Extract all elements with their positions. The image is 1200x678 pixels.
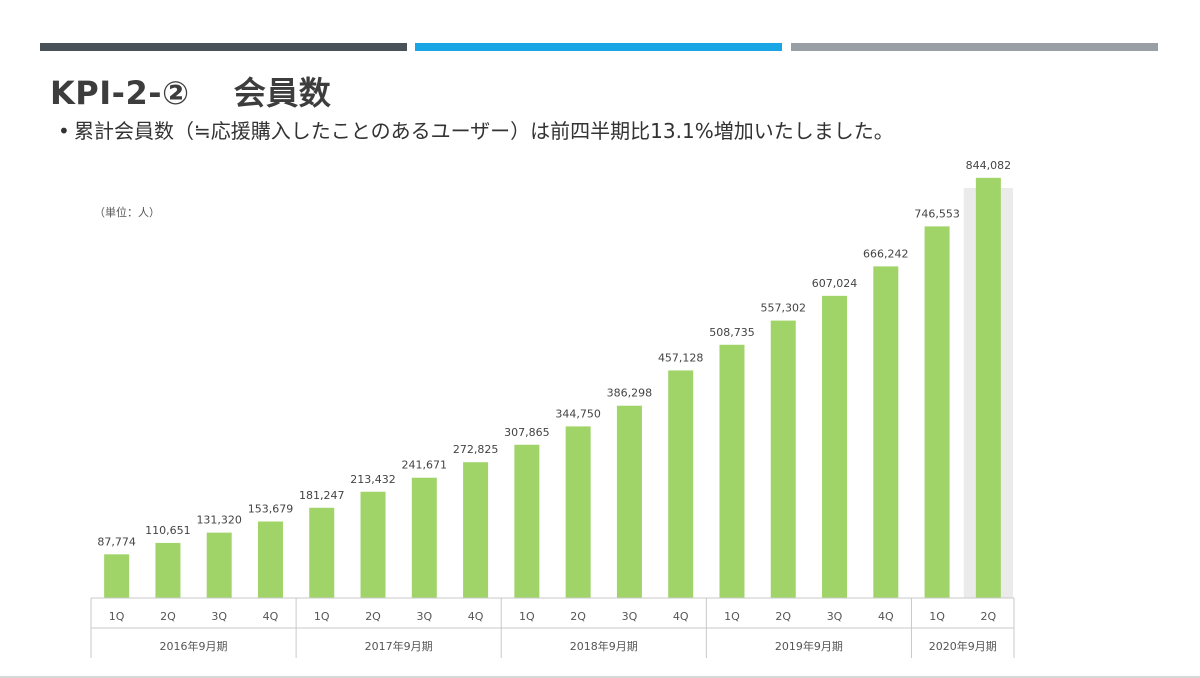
bullet-point: • 累計会員数（≒応援購入したことのあるユーザー）は前四半期比13.1%増加いた… (58, 117, 1048, 145)
bar (873, 266, 899, 598)
fiscal-year-label: 2017年9月期 (365, 639, 433, 653)
data-label: 307,865 (504, 426, 550, 439)
accent-bar-blue (415, 43, 782, 51)
data-label: 272,825 (453, 443, 499, 456)
x-tick-label: 3Q (416, 610, 432, 623)
fiscal-year-label: 2020年9月期 (929, 639, 997, 653)
x-tick-label: 4Q (878, 610, 894, 623)
bar (822, 295, 848, 598)
accent-bar-dark (40, 43, 407, 51)
bar (411, 477, 437, 598)
bar (616, 405, 642, 598)
bar (770, 320, 796, 598)
x-tick-label: 1Q (109, 610, 125, 623)
x-tick-label: 3Q (211, 610, 227, 623)
fiscal-year-label: 2019年9月期 (775, 639, 843, 653)
data-label: 844,082 (966, 159, 1012, 172)
fiscal-year-label: 2018年9月期 (570, 639, 638, 653)
unit-label: （単位：人） (94, 205, 160, 219)
slide-title: KPI-2-② 会員数 (50, 74, 332, 112)
x-tick-label: 2Q (981, 610, 997, 623)
x-tick-label: 4Q (263, 610, 279, 623)
data-label: 87,774 (97, 535, 136, 548)
x-tick-label: 2Q (160, 610, 176, 623)
data-label: 666,242 (863, 247, 909, 260)
x-tick-label: 3Q (827, 610, 843, 623)
data-label: 607,024 (812, 277, 858, 290)
x-tick-label: 1Q (314, 610, 330, 623)
bar (463, 462, 489, 598)
data-label: 457,128 (658, 351, 704, 364)
data-label: 557,302 (761, 302, 807, 315)
bar (155, 542, 181, 598)
bar (565, 426, 591, 598)
data-label: 386,298 (607, 387, 653, 400)
x-tick-label: 1Q (929, 610, 945, 623)
bullet-marker: • (58, 119, 70, 143)
bar (924, 226, 950, 598)
bar (975, 177, 1001, 599)
x-tick-label: 4Q (468, 610, 484, 623)
bar (719, 344, 745, 598)
data-label: 110,651 (145, 524, 191, 537)
bar (668, 370, 694, 598)
bar (360, 491, 386, 598)
data-label: 131,320 (196, 514, 242, 527)
data-label: 746,553 (914, 207, 960, 220)
data-label: 508,735 (709, 326, 755, 339)
accent-bar-gray (791, 43, 1158, 51)
x-tick-label: 2Q (775, 610, 791, 623)
x-tick-label: 2Q (570, 610, 586, 623)
bullet-text: 累計会員数（≒応援購入したことのあるユーザー）は前四半期比13.1%増加いたしま… (74, 119, 894, 143)
bar (257, 521, 283, 598)
data-label: 344,750 (555, 407, 601, 420)
bar (514, 444, 540, 598)
x-tick-label: 3Q (622, 610, 638, 623)
data-label: 181,247 (299, 489, 345, 502)
x-tick-label: 4Q (673, 610, 689, 623)
footer-divider (0, 676, 1200, 678)
bar (206, 532, 232, 598)
x-tick-label: 1Q (519, 610, 535, 623)
x-tick-label: 1Q (724, 610, 740, 623)
bar (104, 554, 130, 598)
fiscal-year-label: 2016年9月期 (160, 639, 228, 653)
data-label: 213,432 (350, 473, 396, 486)
data-label: 153,679 (248, 503, 294, 516)
bar (309, 507, 335, 598)
x-tick-label: 2Q (365, 610, 381, 623)
data-label: 241,671 (402, 459, 448, 472)
